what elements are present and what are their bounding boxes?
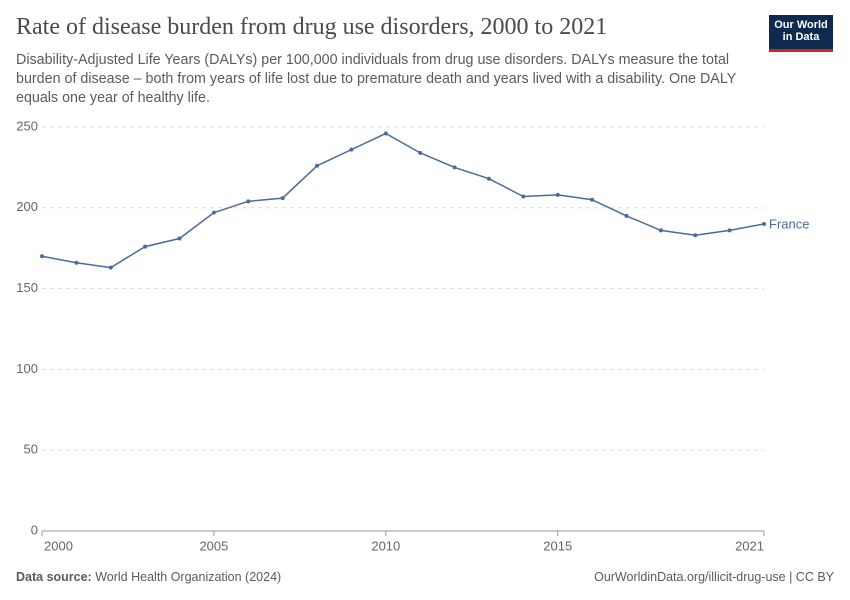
y-tick-label: 200 bbox=[16, 199, 38, 214]
chart-subtitle: Disability-Adjusted Life Years (DALYs) p… bbox=[16, 52, 737, 106]
series-label: France bbox=[769, 216, 809, 231]
y-tick-label: 0 bbox=[31, 522, 38, 537]
point bbox=[40, 254, 44, 259]
source: Data source: World Health Organization (… bbox=[16, 570, 281, 584]
x-tick-label: 2005 bbox=[199, 538, 228, 553]
x-tick-label: 2021 bbox=[735, 538, 764, 553]
y-tick-label: 150 bbox=[16, 280, 38, 295]
point bbox=[418, 150, 423, 155]
point bbox=[521, 194, 526, 199]
point bbox=[555, 192, 560, 197]
line bbox=[41, 132, 765, 269]
point bbox=[108, 265, 113, 270]
y-tick-label: 50 bbox=[24, 442, 38, 457]
point bbox=[624, 213, 629, 218]
point bbox=[693, 233, 698, 238]
chart-title: Rate of disease burden from drug use dis… bbox=[16, 14, 608, 40]
source-label: Data source: bbox=[16, 570, 92, 584]
point bbox=[211, 210, 216, 215]
point bbox=[280, 196, 285, 201]
y-tick-label: 100 bbox=[16, 361, 38, 376]
point bbox=[727, 228, 732, 233]
logo[interactable]: Our World in Data bbox=[769, 15, 833, 52]
point bbox=[486, 176, 491, 181]
logo-text: Our World bbox=[774, 19, 828, 31]
url[interactable]: OurWorldinData.org/illicit-drug-use | CC… bbox=[594, 570, 834, 584]
point bbox=[143, 244, 148, 249]
x-tick-label: 2000 bbox=[44, 538, 73, 553]
point bbox=[177, 236, 182, 241]
point bbox=[590, 197, 595, 202]
point bbox=[452, 165, 457, 170]
point bbox=[762, 221, 766, 226]
x-tick-label: 2015 bbox=[543, 538, 572, 553]
point bbox=[349, 147, 354, 152]
point bbox=[315, 163, 320, 168]
point bbox=[246, 199, 251, 204]
y-tick-label: 250 bbox=[16, 118, 38, 133]
point bbox=[383, 131, 388, 136]
point bbox=[658, 228, 663, 233]
x-tick-label: 2010 bbox=[371, 538, 400, 553]
logo-text: in Data bbox=[782, 31, 820, 43]
point bbox=[74, 260, 79, 265]
source-text: World Health Organization (2024) bbox=[95, 570, 282, 584]
